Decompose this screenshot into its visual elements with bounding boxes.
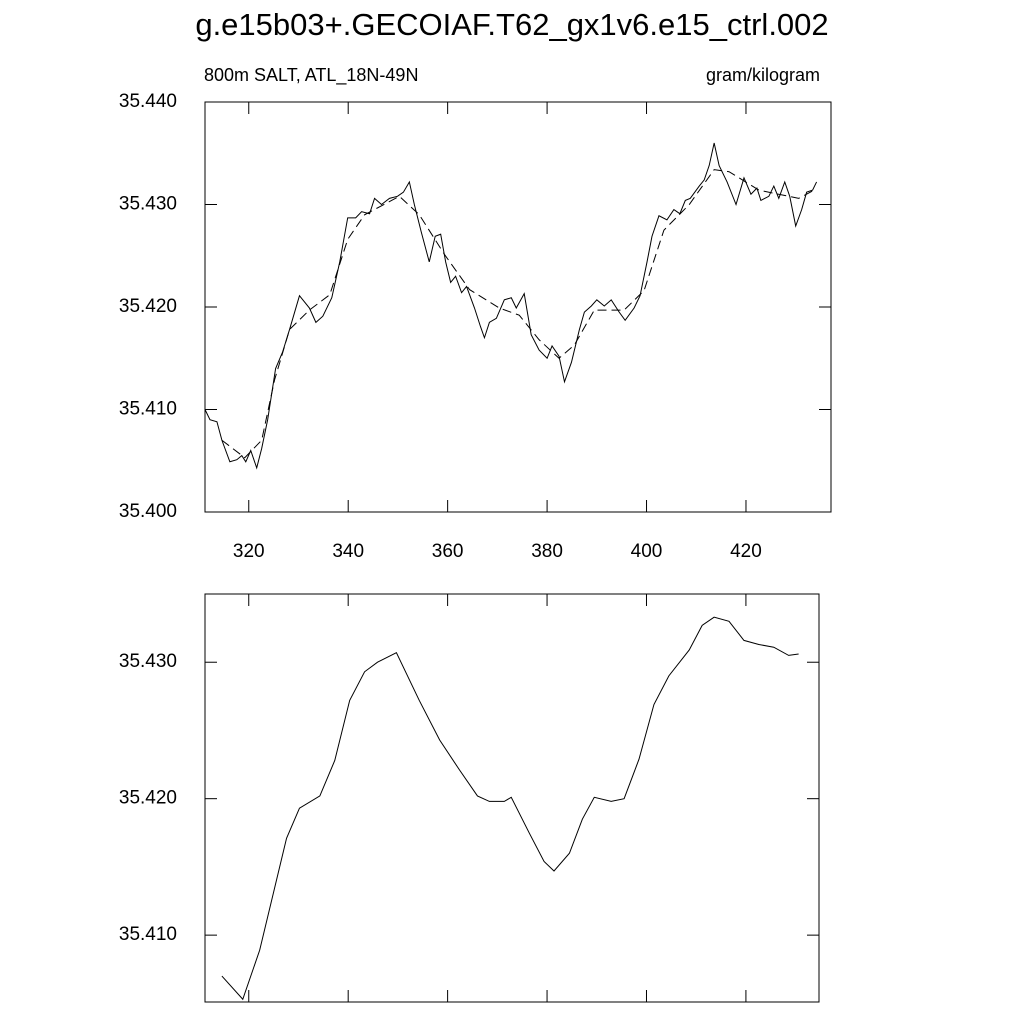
y-tick-label: 35.410: [119, 924, 177, 945]
data-line: [221, 169, 815, 459]
chart-title: g.e15b03+.GECOIAF.T62_gx1v6.e15_ctrl.002: [195, 7, 828, 42]
y-tick-label: 35.420: [119, 296, 177, 317]
y-tick-label: 35.430: [119, 194, 177, 215]
data-line: [221, 616, 799, 1001]
plot-frame: [204, 593, 820, 1003]
plot-frame: [204, 101, 832, 513]
x-tick-label: 340: [332, 541, 364, 562]
y-tick-label: 35.410: [119, 399, 177, 420]
x-tick-label: 360: [432, 541, 464, 562]
y-tick-label: 35.440: [119, 91, 177, 112]
x-tick-label: 420: [730, 541, 762, 562]
x-tick-label: 400: [631, 541, 663, 562]
y-tick-label: 35.430: [119, 651, 177, 672]
y-tick-label: 35.400: [119, 501, 177, 522]
y-tick-label: 35.420: [119, 788, 177, 809]
right-label: gram/kilogram: [706, 65, 820, 85]
x-tick-label: 320: [233, 541, 265, 562]
data-line: [204, 142, 818, 470]
left-label: 800m SALT, ATL_18N-49N: [204, 65, 418, 86]
x-tick-label: 380: [531, 541, 563, 562]
